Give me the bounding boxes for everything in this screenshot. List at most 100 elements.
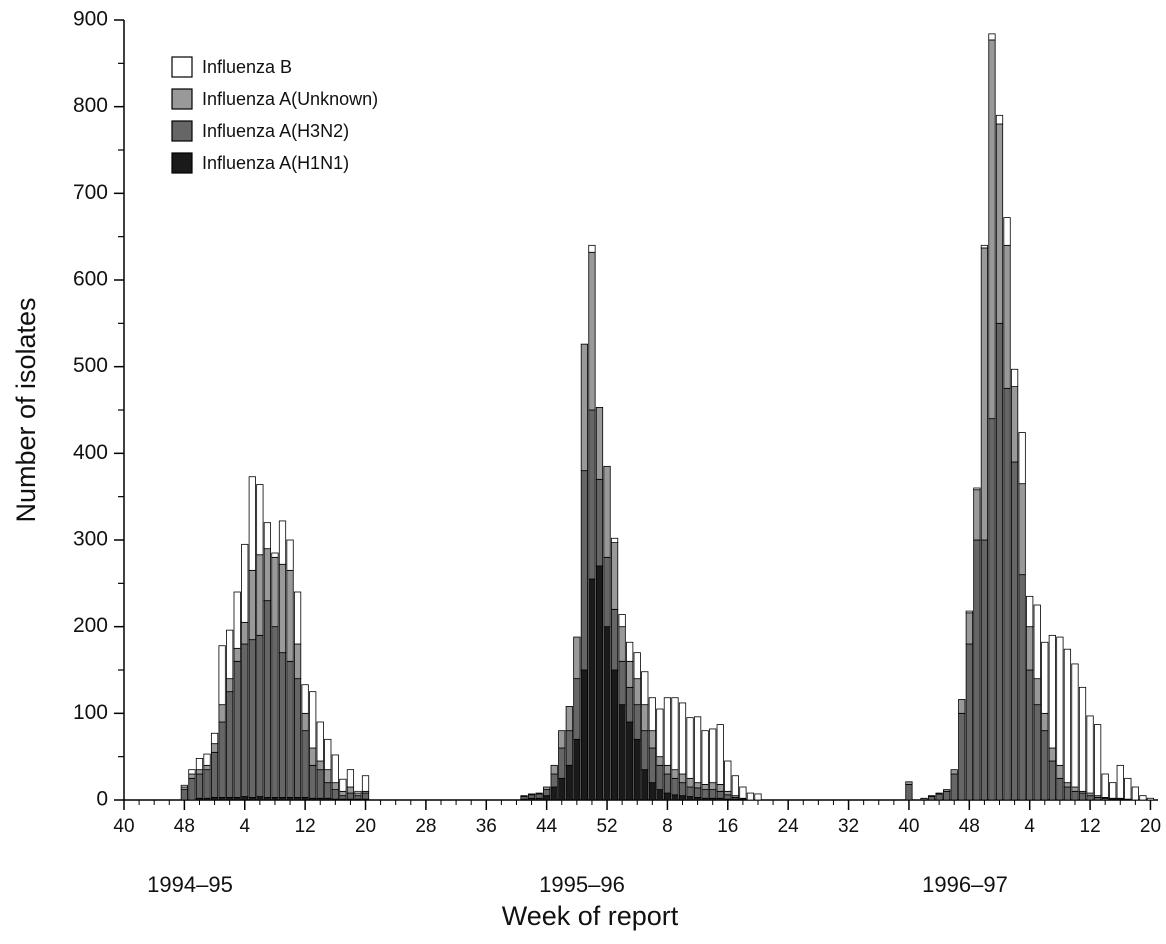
bar-segment <box>1094 724 1102 797</box>
bar-segment <box>527 794 536 799</box>
bar-segment <box>1041 730 1049 801</box>
y-tick-label: 300 <box>73 528 108 551</box>
bar-segment <box>188 773 196 779</box>
bar-segment <box>988 418 996 801</box>
bar-segment <box>1063 648 1072 784</box>
bar-segment <box>580 343 589 472</box>
bar-segment <box>618 626 626 662</box>
bar-segment <box>995 114 1004 125</box>
legend-label: Influenza B <box>202 57 292 77</box>
bar-segment <box>263 600 272 798</box>
bar-segment <box>248 569 256 641</box>
bar-segment <box>739 786 747 799</box>
bar-segment <box>361 775 370 792</box>
bar-segment <box>248 639 256 798</box>
bar-segment <box>618 660 626 706</box>
bar-segment <box>1048 747 1056 762</box>
bar-segment <box>1116 764 1124 799</box>
bar-segment <box>301 712 309 732</box>
bar-segment <box>346 792 355 800</box>
bar-segment <box>648 730 656 749</box>
legend-swatch <box>171 152 193 174</box>
x-tick-label: 4 <box>239 816 250 837</box>
bar-segment <box>573 636 581 680</box>
bar-segment <box>693 716 702 784</box>
x-tick-label: 48 <box>174 816 195 837</box>
bar-segment <box>709 789 717 799</box>
bar-segment <box>1146 797 1155 801</box>
bar-segment <box>293 678 302 798</box>
bar-segment <box>1033 604 1041 680</box>
bar-segment <box>1026 626 1034 671</box>
bar-segment <box>701 789 709 799</box>
bar-segment <box>293 643 302 680</box>
bar-segment <box>1003 387 1011 801</box>
bar-segment <box>905 784 913 801</box>
bar-segment <box>286 660 294 798</box>
bar-segment <box>663 697 672 766</box>
bar-segment <box>610 542 619 610</box>
y-tick-label: 0 <box>96 788 108 811</box>
bar-segment <box>973 489 981 541</box>
bar-segment <box>226 678 234 693</box>
bar-segment <box>309 764 317 799</box>
bar-segment <box>1048 760 1056 801</box>
bar-segment <box>995 123 1004 324</box>
bar-segment <box>241 543 249 623</box>
bar-segment <box>346 769 355 788</box>
bar-segment <box>927 795 936 797</box>
bar-segment <box>678 782 687 797</box>
bar-segment <box>626 721 634 801</box>
bar-segment <box>716 790 724 799</box>
bar-segment <box>233 647 241 662</box>
bar-segment <box>988 39 996 420</box>
y-tick-label: 200 <box>73 614 108 637</box>
bar-segment <box>339 778 347 792</box>
bar-segment <box>648 782 656 801</box>
bar-segment <box>550 786 558 801</box>
bar-segment <box>203 764 211 771</box>
bar-segment <box>241 796 249 801</box>
bar-segment <box>301 730 309 798</box>
bar-segment <box>980 247 989 541</box>
bar-segment <box>633 704 641 740</box>
bar-segment <box>309 747 317 766</box>
bar-segment <box>1010 461 1019 801</box>
bar-segment <box>558 730 566 749</box>
bar-segment <box>973 487 981 491</box>
bar-segment <box>301 684 309 714</box>
bar-segment <box>1139 795 1147 801</box>
bar-segment <box>678 795 687 801</box>
bar-segment <box>724 760 732 792</box>
bar-segment <box>656 789 664 801</box>
bar-segment <box>965 643 973 801</box>
bar-segment <box>543 786 551 790</box>
bar-segment <box>1048 634 1056 749</box>
bar-segment <box>543 789 551 797</box>
bar-segment <box>218 645 226 706</box>
bar-segment <box>210 743 219 753</box>
bar-segment <box>354 795 362 800</box>
bar-segment <box>950 773 958 801</box>
bar-segment <box>724 790 732 796</box>
x-tick-label: 48 <box>959 816 980 837</box>
bar-segment <box>543 795 551 801</box>
season-label: 1995–96 <box>539 872 625 897</box>
bar-segment <box>716 784 724 792</box>
bar-segment <box>1071 786 1079 792</box>
bar-segment <box>678 773 687 784</box>
bar-segment <box>731 775 739 797</box>
bar-segment <box>1018 574 1026 801</box>
bar-segment <box>671 777 679 796</box>
bar-segment <box>958 712 966 801</box>
bar-segment <box>331 782 339 791</box>
bar-segment <box>256 634 264 797</box>
bar-segment <box>943 789 951 792</box>
bar-segment <box>693 782 702 789</box>
bar-segment <box>1124 777 1132 800</box>
bar-segment <box>1078 792 1087 801</box>
bar-segment <box>958 699 966 714</box>
bar-segment <box>618 704 626 801</box>
bar-segment <box>361 792 370 800</box>
bar-segment <box>1026 595 1034 628</box>
